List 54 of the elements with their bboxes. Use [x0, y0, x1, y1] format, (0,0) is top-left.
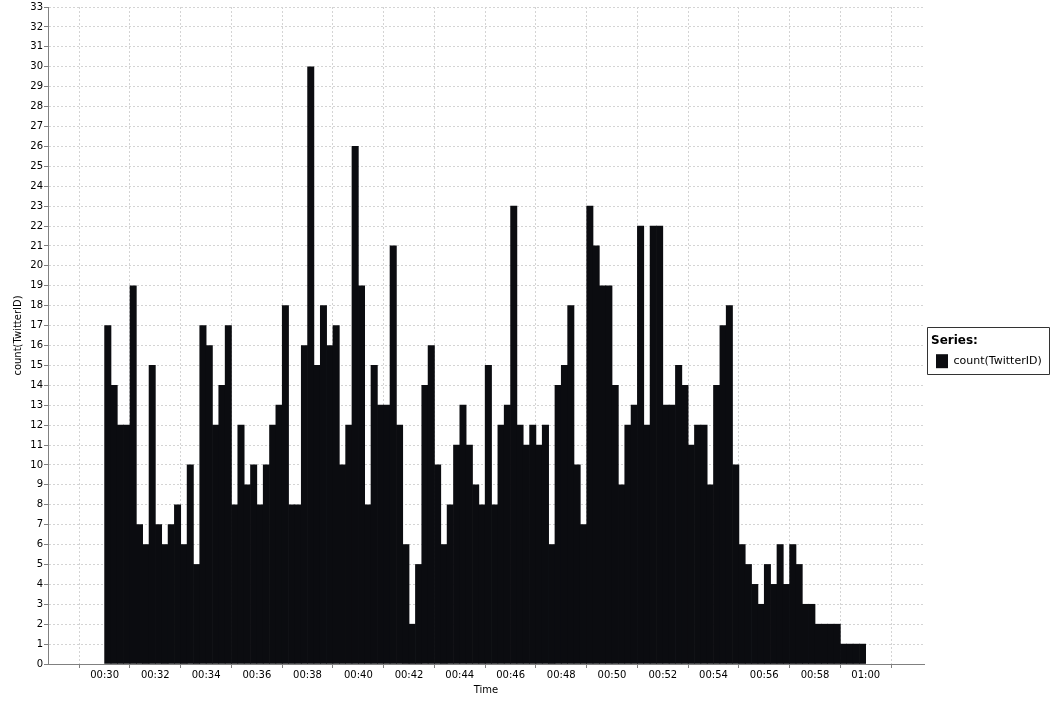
legend-label: count(TwitterID) [953, 354, 1042, 368]
x-tick-label: 00:46 [496, 668, 525, 680]
y-tick-label: 32 [30, 20, 43, 32]
x-tick-label: 00:54 [699, 668, 728, 680]
x-tick-label: 00:36 [242, 668, 272, 680]
y-tick-label: 4 [36, 577, 43, 589]
x-tick-label: 00:42 [394, 668, 424, 680]
x-tick-label: 00:40 [343, 668, 373, 680]
y-tick-label: 22 [30, 219, 43, 231]
y-tick-label: 10 [30, 458, 43, 470]
x-tick-label: 00:34 [191, 668, 221, 680]
x-tick-label: 00:44 [445, 668, 475, 680]
y-tick-label: 33 [30, 0, 43, 12]
x-tick-label: 00:52 [648, 668, 678, 680]
x-tick-label: 00:58 [800, 668, 830, 680]
y-tick-label: 31 [30, 40, 43, 52]
y-tick-label: 14 [30, 378, 43, 390]
y-tick-label: 1 [36, 637, 43, 649]
y-tick-label: 16 [30, 339, 43, 351]
y-tick-label: 9 [36, 478, 43, 490]
y-tick-label: 20 [30, 259, 43, 271]
y-tick-label: 28 [30, 100, 43, 112]
y-tick-label: 25 [30, 159, 43, 171]
y-tick-label: 30 [30, 60, 43, 72]
x-tick-label: 00:50 [597, 668, 627, 680]
y-tick-label: 0 [36, 657, 43, 669]
x-tick-label: 00:30 [90, 668, 120, 680]
y-tick-label: 23 [30, 199, 43, 211]
y-tick-label: 15 [30, 358, 43, 370]
x-tick-label: 00:56 [749, 668, 779, 680]
y-tick-label: 21 [30, 239, 43, 251]
y-tick-label: 26 [30, 139, 43, 151]
y-tick-label: 19 [30, 279, 43, 291]
y-tick-label: 29 [30, 80, 43, 92]
y-tick-label: 2 [36, 617, 43, 629]
x-tick-label: 00:38 [293, 668, 322, 680]
y-tick-label: 27 [30, 120, 43, 132]
y-tick-label: 5 [36, 558, 43, 570]
y-tick-label: 17 [30, 319, 43, 331]
legend-title: Series: [931, 332, 978, 347]
y-tick-label: 3 [36, 597, 43, 609]
y-tick-label: 11 [30, 438, 43, 450]
y-tick-label: 13 [30, 398, 43, 410]
x-tick-label: 00:48 [546, 668, 576, 680]
x-tick-label: 01:00 [851, 668, 881, 680]
x-axis-title: Time [472, 683, 499, 695]
y-tick-label: 7 [36, 518, 43, 530]
y-tick-label: 6 [36, 538, 43, 550]
y-tick-label: 24 [30, 179, 43, 191]
y-tick-label: 12 [30, 418, 43, 430]
y-tick-label: 18 [30, 299, 43, 311]
y-axis-title: count(TwitterID) [11, 295, 23, 376]
y-tick-label: 8 [36, 498, 43, 510]
x-tick-label: 00:32 [140, 668, 170, 680]
